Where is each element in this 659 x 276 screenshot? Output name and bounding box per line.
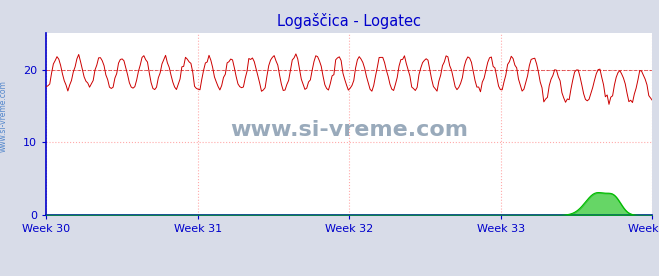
Text: www.si-vreme.com: www.si-vreme.com bbox=[230, 120, 469, 140]
Text: www.si-vreme.com: www.si-vreme.com bbox=[0, 80, 8, 152]
Title: Logaščica - Logatec: Logaščica - Logatec bbox=[277, 13, 421, 29]
